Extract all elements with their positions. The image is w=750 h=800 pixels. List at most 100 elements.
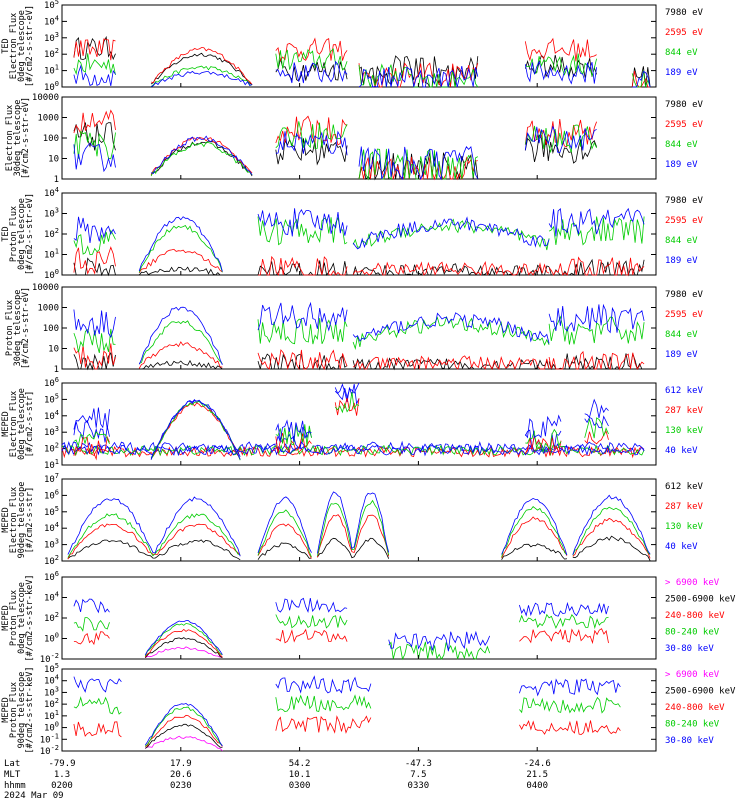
series-2595-ev-trace [73, 246, 116, 275]
series-189-ev-trace [73, 142, 116, 173]
series-844-ev-trace [73, 229, 116, 256]
series-844-ev-trace [525, 53, 597, 78]
series-189-ev-trace [524, 60, 597, 85]
series-612-kev-trace [572, 535, 651, 561]
y-axis-label: 0deg telescope [17, 10, 27, 82]
series-287-kev-trace [67, 523, 241, 560]
y-tick-label: 105 [44, 662, 59, 675]
x-tick-label-lat: -24.6 [524, 759, 551, 769]
series-287-kev-trace [501, 516, 568, 559]
series-2595-ev-trace [548, 256, 645, 276]
series-7980-ev-trace [275, 138, 348, 166]
y-axis-label: 90deg telescope [17, 482, 27, 559]
y-tick-label: 1 [54, 365, 59, 375]
y-tick-label: 105 [44, 0, 59, 11]
x-tick-label-hhmm: 0330 [408, 781, 430, 791]
legend-2595-ev: 2595 eV [665, 216, 704, 226]
series-240-800-kev-trace [73, 721, 122, 738]
series-80-240-kev-trace [73, 696, 122, 715]
series-7980-ev-trace [631, 66, 651, 88]
x-tick-label-hhmm: 0400 [526, 781, 548, 791]
series-2500-6900-kev-trace [144, 723, 223, 749]
y-axis-label: 30deg telescope [13, 100, 23, 177]
series-2595-ev-trace [150, 136, 253, 176]
legend--6900-kev: > 6900 keV [665, 670, 720, 680]
x-date-label: 2024 Mar 09 [4, 791, 64, 800]
series-2595-ev-trace [138, 341, 223, 369]
y-tick-label: 106 [44, 376, 59, 389]
y-axis-label: MEPED [1, 605, 11, 631]
panel-frame [61, 4, 657, 88]
legend-2500-6900-kev: 2500-6900 keV [665, 687, 736, 697]
panel-frame [61, 668, 657, 752]
y-axis-label: Proton Flux [9, 682, 19, 738]
series-189-ev-trace [73, 309, 116, 338]
y-tick-label: 103 [44, 538, 59, 551]
legend-7980-ev: 7980 eV [665, 100, 704, 110]
series-844-ev-trace [150, 65, 253, 87]
series-240-800-kev-trace [144, 628, 223, 658]
y-axis-label: Proton Flux [9, 590, 19, 646]
y-axis-label: Electron Flux [9, 487, 19, 554]
series-80-240-kev-trace [73, 617, 110, 632]
y-axis-label: [#/cm2-s-str-keV] [25, 667, 35, 754]
y-tick-label: 102 [44, 227, 59, 240]
legend-189-ev: 189 eV [665, 68, 698, 78]
series-2595-ev-trace [275, 37, 348, 62]
series-2595-ev-trace [257, 349, 348, 371]
y-tick-label: 100 [44, 632, 59, 645]
series-189-ev-trace [275, 130, 348, 156]
y-axis-label: Electron Flux [9, 391, 19, 458]
y-axis-label: 30deg telescope [13, 290, 23, 367]
series-7980-ev-trace [73, 122, 116, 151]
legend-7980-ev: 7980 eV [665, 290, 704, 300]
y-axis-label: 0deg telescope [17, 582, 27, 654]
y-axis-label: TED [1, 226, 11, 241]
y-tick-label: 106 [44, 488, 59, 501]
series-189-ev-trace [548, 303, 645, 334]
series-844-ev-trace [73, 53, 116, 76]
series-2595-ev-trace [73, 109, 116, 135]
series-40-kev-trace [317, 491, 390, 554]
series-2595-ev-trace [352, 260, 550, 276]
legend--6900-kev: > 6900 keV [665, 578, 720, 588]
series-844-ev-trace [73, 130, 116, 160]
y-tick-label: 107 [44, 472, 59, 485]
y-axis-label: [#/cm2-s-str] [25, 391, 35, 458]
y-tick-label: 103 [44, 31, 59, 44]
series-612-kev-trace [257, 542, 312, 560]
x-tick-label-lat: 54.2 [289, 759, 311, 769]
series-189-ev-trace [150, 70, 253, 88]
y-tick-label: 104 [44, 409, 59, 422]
y-axis-label: 0deg telescope [17, 198, 27, 270]
y-tick-label: 101 [44, 709, 59, 722]
series-30-80-kev-trace [388, 630, 491, 652]
legend-40-kev: 40 keV [665, 542, 698, 552]
y-tick-label: 101 [44, 64, 59, 77]
legend-80-240-kev: 80-240 keV [665, 720, 720, 730]
y-tick-label: 102 [44, 442, 59, 455]
legend-30-80-kev: 30-80 keV [665, 644, 714, 654]
legend-189-ev: 189 eV [665, 350, 698, 360]
series-7980-ev-trace [73, 35, 116, 61]
series-40-kev-trace [572, 494, 651, 555]
x-tick-label-lat: -79.9 [48, 759, 75, 769]
series-30-80-kev-trace [275, 597, 348, 613]
y-tick-label: 100 [43, 134, 59, 144]
series-612-kev-trace [317, 537, 390, 559]
series-7980-ev-trace [139, 359, 223, 370]
series-130-kev-trace [501, 506, 568, 558]
y-axis-label: MEPED [1, 411, 11, 437]
y-axis-label: Electron Flux [5, 105, 15, 172]
series-2595-ev-trace [358, 62, 479, 88]
y-tick-label: 104 [44, 521, 59, 534]
series-7980-ev-trace [138, 266, 223, 276]
y-axis-label: [#/cm2-s-str-eV] [21, 287, 31, 369]
series-844-ev-trace [73, 328, 116, 354]
series-80-240-kev-trace [519, 613, 609, 630]
series-80-240-kev-trace [275, 694, 372, 713]
series-2595-ev-trace [524, 37, 597, 62]
series-2595-ev-trace [548, 350, 645, 371]
series-40-kev-trace [584, 398, 609, 419]
series-7980-ev-trace [352, 357, 550, 371]
